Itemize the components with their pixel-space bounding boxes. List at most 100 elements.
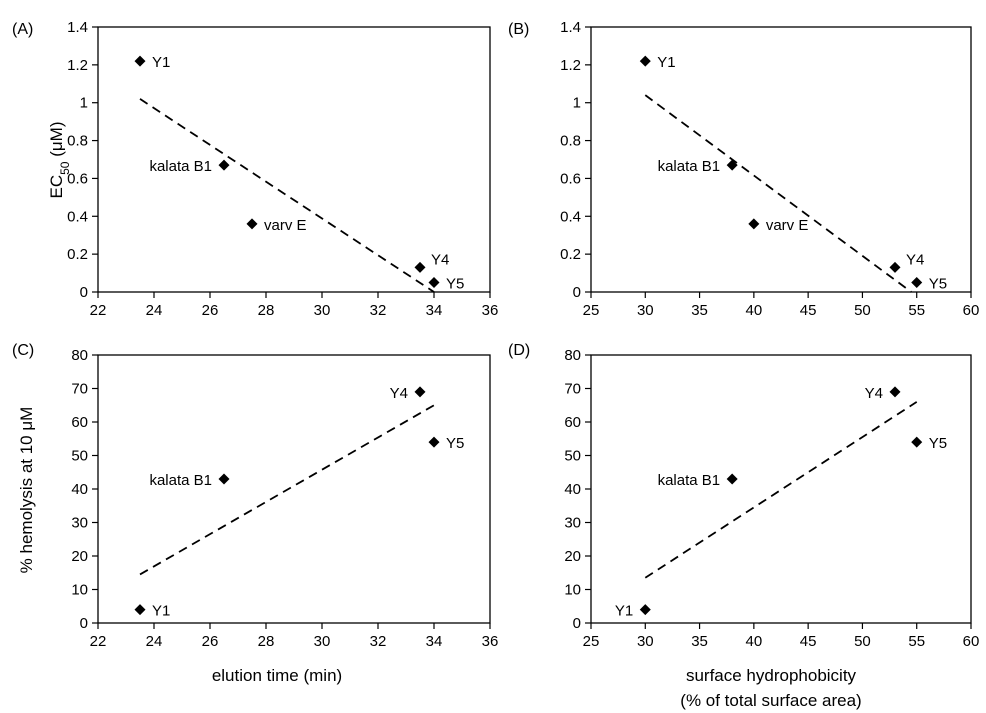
data-point-kalata-b1 <box>726 159 738 171</box>
plot-frame <box>97 26 491 293</box>
point-label: Y4 <box>906 251 924 268</box>
y-tick-label: 60 <box>564 414 581 431</box>
x-tick-label: 35 <box>691 633 708 650</box>
data-point-varv-e <box>246 218 258 230</box>
x-tick-label: 40 <box>746 302 763 319</box>
point-label: Y4 <box>865 385 883 402</box>
ec50-title-sub: 50 <box>58 161 72 175</box>
y-tick-label: 0 <box>80 284 88 301</box>
panels-group: (A) 22 24 26 28 30 32 34 36 0 0.2 0.4 0.6 0.8 1 1.2 1.4 Y… <box>12 19 979 650</box>
point-label: Y5 <box>446 276 464 293</box>
plot-frame <box>590 26 972 293</box>
y-tick-label: 0.2 <box>560 246 581 263</box>
trend-line <box>644 401 918 579</box>
data-point-y5 <box>428 436 440 448</box>
x-tick-label: 25 <box>583 302 600 319</box>
y-tick-label: 0.4 <box>560 208 581 225</box>
point-label: kalata B1 <box>149 472 212 489</box>
x-tick-label: 28 <box>258 633 275 650</box>
data-point-y4 <box>889 386 901 398</box>
data-point-y5 <box>911 436 923 448</box>
y-tick-label: 10 <box>564 582 581 599</box>
plot-frame <box>590 354 972 624</box>
data-point-y1 <box>639 55 651 67</box>
x-tick-label: 60 <box>963 633 980 650</box>
x-tick-label: 36 <box>482 302 499 319</box>
y-tick-label: 0.8 <box>560 133 581 150</box>
point-label: varv E <box>766 217 809 234</box>
x-tick-label: 34 <box>426 633 443 650</box>
x-tick-label: 22 <box>90 633 107 650</box>
panel-letter: (D) <box>508 342 530 359</box>
x-tick-label: 45 <box>800 302 817 319</box>
data-point-y4 <box>889 261 901 273</box>
y-tick-label: 1.2 <box>560 57 581 74</box>
data-point-y1 <box>639 604 651 616</box>
x-tick-label: 40 <box>746 633 763 650</box>
data-point-y1 <box>134 604 146 616</box>
x-tick-label: 55 <box>908 302 925 319</box>
x-tick-label: 28 <box>258 302 275 319</box>
point-label: Y4 <box>390 385 408 402</box>
panel-3: (C) 22 24 26 28 30 32 34 36 0 10 20 30 40 50 60 70 80 Y1 ka… <box>12 342 498 650</box>
point-label: kalata B1 <box>149 158 212 175</box>
x-tick-label: 26 <box>202 633 219 650</box>
y-tick-label: 0.8 <box>67 133 88 150</box>
y-tick-label: 30 <box>71 515 88 532</box>
panel-4: (D) 25 30 35 40 45 50 55 60 0 10 20 30 40 50 60 70 80 Y1 ka… <box>508 342 979 650</box>
data-point-kalata-b1 <box>218 159 230 171</box>
point-label: kalata B1 <box>658 158 721 175</box>
data-point-y4 <box>414 386 426 398</box>
plot-frame <box>97 354 491 624</box>
x-tick-label: 30 <box>314 302 331 319</box>
x-tick-label: 30 <box>637 633 654 650</box>
x-tick-label: 30 <box>637 302 654 319</box>
x-tick-label: 32 <box>370 302 387 319</box>
y-tick-label: 50 <box>564 448 581 465</box>
x-tick-label: 50 <box>854 302 871 319</box>
y-tick-label: 0.4 <box>67 208 88 225</box>
x-tick-label: 55 <box>908 633 925 650</box>
panel-letter: (B) <box>508 21 529 38</box>
data-point-kalata-b1 <box>218 473 230 485</box>
data-point-varv-e <box>748 218 760 230</box>
y-tick-label: 1 <box>573 95 581 112</box>
y-tick-label: 1 <box>80 95 88 112</box>
trend-line <box>139 404 435 576</box>
x-tick-label: 45 <box>800 633 817 650</box>
point-label: Y1 <box>657 54 675 71</box>
y-tick-label: 1.4 <box>67 19 88 36</box>
x-tick-label: 26 <box>202 302 219 319</box>
y-tick-label: 40 <box>564 481 581 498</box>
x-tick-label: 30 <box>314 633 331 650</box>
x-tick-label: 24 <box>146 633 163 650</box>
x-tick-label: 22 <box>90 302 107 319</box>
y-tick-label: 0.2 <box>67 246 88 263</box>
y-tick-label: 0 <box>80 615 88 632</box>
y-tick-label: 30 <box>564 515 581 532</box>
y-tick-label: 10 <box>71 582 88 599</box>
y-tick-label: 40 <box>71 481 88 498</box>
hemolysis-axis-title: % hemolysis at 10 μM <box>17 407 36 574</box>
y-tick-label: 1.2 <box>67 57 88 74</box>
point-label: Y5 <box>446 435 464 452</box>
x-tick-label: 35 <box>691 302 708 319</box>
point-label: Y1 <box>615 603 633 620</box>
y-tick-label: 1.4 <box>560 19 581 36</box>
panel-2: (B) 25 30 35 40 45 50 55 60 0 0.2 0.4 0.6 0.8 1 1.2 1.4 Y… <box>508 19 979 319</box>
x-tick-label: 50 <box>854 633 871 650</box>
panel-letter: (A) <box>12 21 33 38</box>
point-label: Y1 <box>152 54 170 71</box>
x-tick-label: 32 <box>370 633 387 650</box>
x-tick-label: 36 <box>482 633 499 650</box>
point-label: Y5 <box>929 276 947 293</box>
ec50-title-rest: (μM) <box>47 122 66 162</box>
x-tick-label: 25 <box>583 633 600 650</box>
point-label: varv E <box>264 217 307 234</box>
y-tick-label: 0 <box>573 284 581 301</box>
trend-line <box>644 94 912 293</box>
hydrophobicity-axis-title-line2: (% of total surface area) <box>680 691 861 710</box>
data-point-kalata-b1 <box>726 473 738 485</box>
y-tick-label: 70 <box>564 381 581 398</box>
